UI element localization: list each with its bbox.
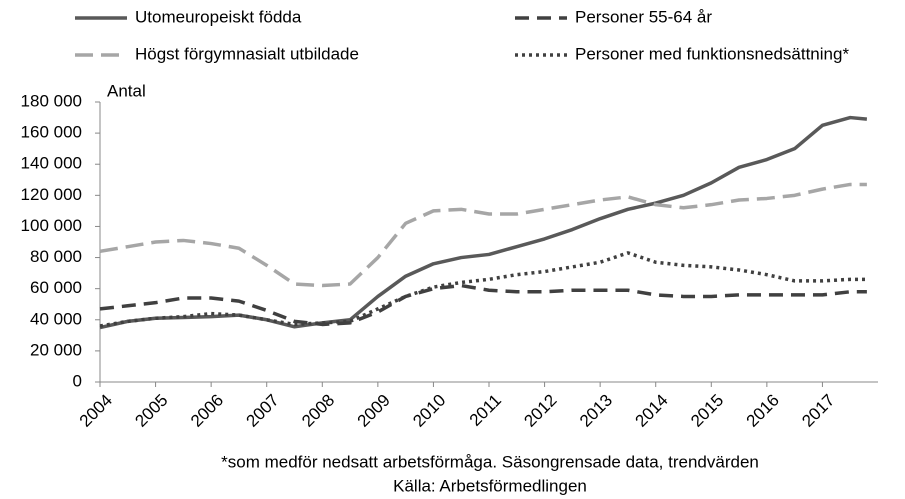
y-tick-label: 120 000 [21,185,82,204]
x-tick-label: 2008 [298,391,338,431]
x-tick-label: 2006 [187,391,227,431]
x-tick-label: 2005 [131,391,171,431]
x-tick-label: 2013 [576,391,616,431]
source: Källa: Arbetsförmedlingen [393,476,587,495]
x-tick-label: 2014 [632,391,672,431]
x-tick-label: 2007 [243,391,283,431]
x-tick-label: 2011 [466,391,505,430]
y-tick-label: 40 000 [30,309,82,328]
x-tick-label: 2009 [354,391,394,431]
x-tick-label: 2004 [76,391,116,431]
series-line [99,115,868,330]
x-tick-label: 2015 [687,391,727,431]
x-tick-label: 2016 [743,391,783,431]
legend-label: Högst förgymnasialt utbildade [135,44,359,63]
y-tick-label: 60 000 [30,278,82,297]
x-tick-label: 2012 [520,391,560,431]
legend-label: Personer med funktionsnedsättning* [575,44,849,63]
y-tick-label: 180 000 [21,91,82,110]
y-tick-label: 0 [73,371,82,390]
y-tick-label: 140 000 [21,154,82,173]
y-tick-label: 160 000 [21,123,82,142]
x-tick-label: 2010 [409,391,449,431]
y-tick-label: 100 000 [21,216,82,235]
note: *som medför nedsatt arbetsförmåga. Säson… [221,452,759,471]
y-tick-label: 80 000 [30,247,82,266]
x-tick-label: 2017 [798,391,838,431]
y-axis-label: Antal [107,81,146,100]
legend-label: Personer 55-64 år [575,7,712,26]
series-line [99,283,867,327]
series-line [99,182,867,288]
legend-label: Utomeuropeiskt födda [135,7,302,26]
y-tick-label: 20 000 [30,340,82,359]
